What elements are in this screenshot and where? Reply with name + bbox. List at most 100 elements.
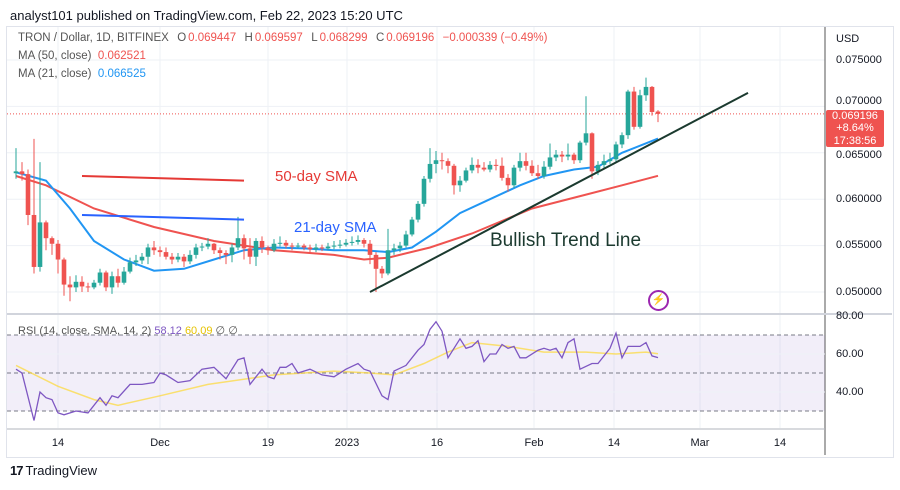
low-value: 0.068299 [319,32,368,44]
candle-down [217,250,223,254]
candle-up [397,245,403,249]
rsi-extra-2: ∅ [228,325,238,337]
high-label: H [244,32,253,44]
ma21-legend[interactable]: MA (21, close) 0.066525 [18,68,146,80]
candle-down [451,165,457,186]
sma50-annotation: 50-day SMA [275,168,358,185]
time-tick: Dec [150,437,170,449]
candle-up [37,222,43,267]
candle-down [631,91,637,127]
price-tick: 0.075000 [836,54,882,66]
high-value: 0.069597 [254,32,303,44]
candle-up [391,248,397,251]
candle-down [499,165,505,178]
candle-down [61,259,67,285]
rsi-value: 58.12 [154,325,182,337]
rsi-tick: 80.00 [836,310,864,322]
rsi-tick: 60.00 [836,348,864,360]
candle-up [607,159,613,162]
rsi-tick: 40.00 [836,386,864,398]
candle-up [583,133,589,143]
price-tick: 0.065000 [836,149,882,161]
sma50-marker-line [81,175,245,182]
candle-up [205,243,211,247]
candle-down [535,173,541,176]
candle-down [481,167,487,170]
candle-down [85,286,91,288]
candle-down [79,281,85,287]
ma21-label: MA (21, close) [18,68,92,80]
candle-up [349,241,355,243]
candle-up [637,95,643,127]
candle-down [25,174,31,215]
low-label: L [311,32,318,44]
price-tick: 0.070000 [836,95,882,107]
candle-up [271,243,277,251]
candle-up [547,157,553,167]
price-tick: 0.055000 [836,239,882,251]
candle-up [601,161,607,165]
candle-down [361,240,367,244]
rsi-sma-value: 60.09 [184,325,213,337]
candle-down [241,238,247,249]
ma50-line [15,174,659,261]
publisher-line: analyst101 published on TradingView.com,… [10,8,403,23]
rsi-line [15,320,659,421]
candle-down [103,272,109,288]
symbol-name[interactable]: TRON / Dollar, 1D, BITFINEX [18,32,169,44]
candle-up [343,242,349,245]
candle-down [367,243,373,255]
candle-up [193,247,199,255]
ma50-label: MA (50, close) [18,50,92,62]
time-tick: 14 [51,437,65,449]
candle-down [571,154,577,161]
candle-down [373,254,379,269]
candle-up [295,245,301,247]
candle-down [649,86,655,112]
candle-up [409,219,415,235]
candle-up [97,272,103,283]
bar-countdown: 17:38:56 [833,134,877,147]
candle-up [457,180,463,186]
time-tick: 14 [773,437,787,449]
candle-up [427,163,433,179]
change-value: −0.000339 (−0.49%) [442,32,548,44]
candle-down [151,247,157,251]
rsi-legend[interactable]: RSI (14, close, SMA, 14, 2) 58.12 60.09 … [18,324,238,337]
candle-down [301,245,307,248]
tradingview-logo[interactable]: 17 TradingView [10,463,97,478]
candle-down [529,165,535,174]
time-tick: 19 [261,437,275,449]
candle-up [433,160,439,164]
lightning-bolt-icon[interactable]: ⚡ [648,290,669,311]
last-price: 0.069196 [832,110,878,122]
candle-down [157,250,163,253]
candle-down [55,243,61,260]
candle-up [229,247,235,255]
candle-down [439,160,445,162]
candle-down [265,247,271,251]
candle-down [307,247,313,250]
ma50-value: 0.062521 [97,50,146,62]
candle-up [109,276,115,288]
candle-up [325,246,331,249]
candle-down [559,154,565,157]
candle-up [277,242,283,244]
price-tick: 0.060000 [836,193,882,205]
candle-down [259,240,265,248]
candle-up [337,244,343,246]
candle-down [19,171,25,175]
candle-up [619,135,625,145]
candle-down [589,133,595,172]
candle-up [577,142,583,161]
ma50-legend[interactable]: MA (50, close) 0.062521 [18,50,146,62]
candle-down [163,252,169,257]
candle-up [511,167,517,186]
close-value: 0.069196 [386,32,435,44]
candle-up [133,260,139,263]
sma21-marker-line [81,214,245,221]
candle-up [73,281,79,288]
candle-up [139,256,145,261]
sma21-annotation: 21-day SMA [294,219,377,236]
